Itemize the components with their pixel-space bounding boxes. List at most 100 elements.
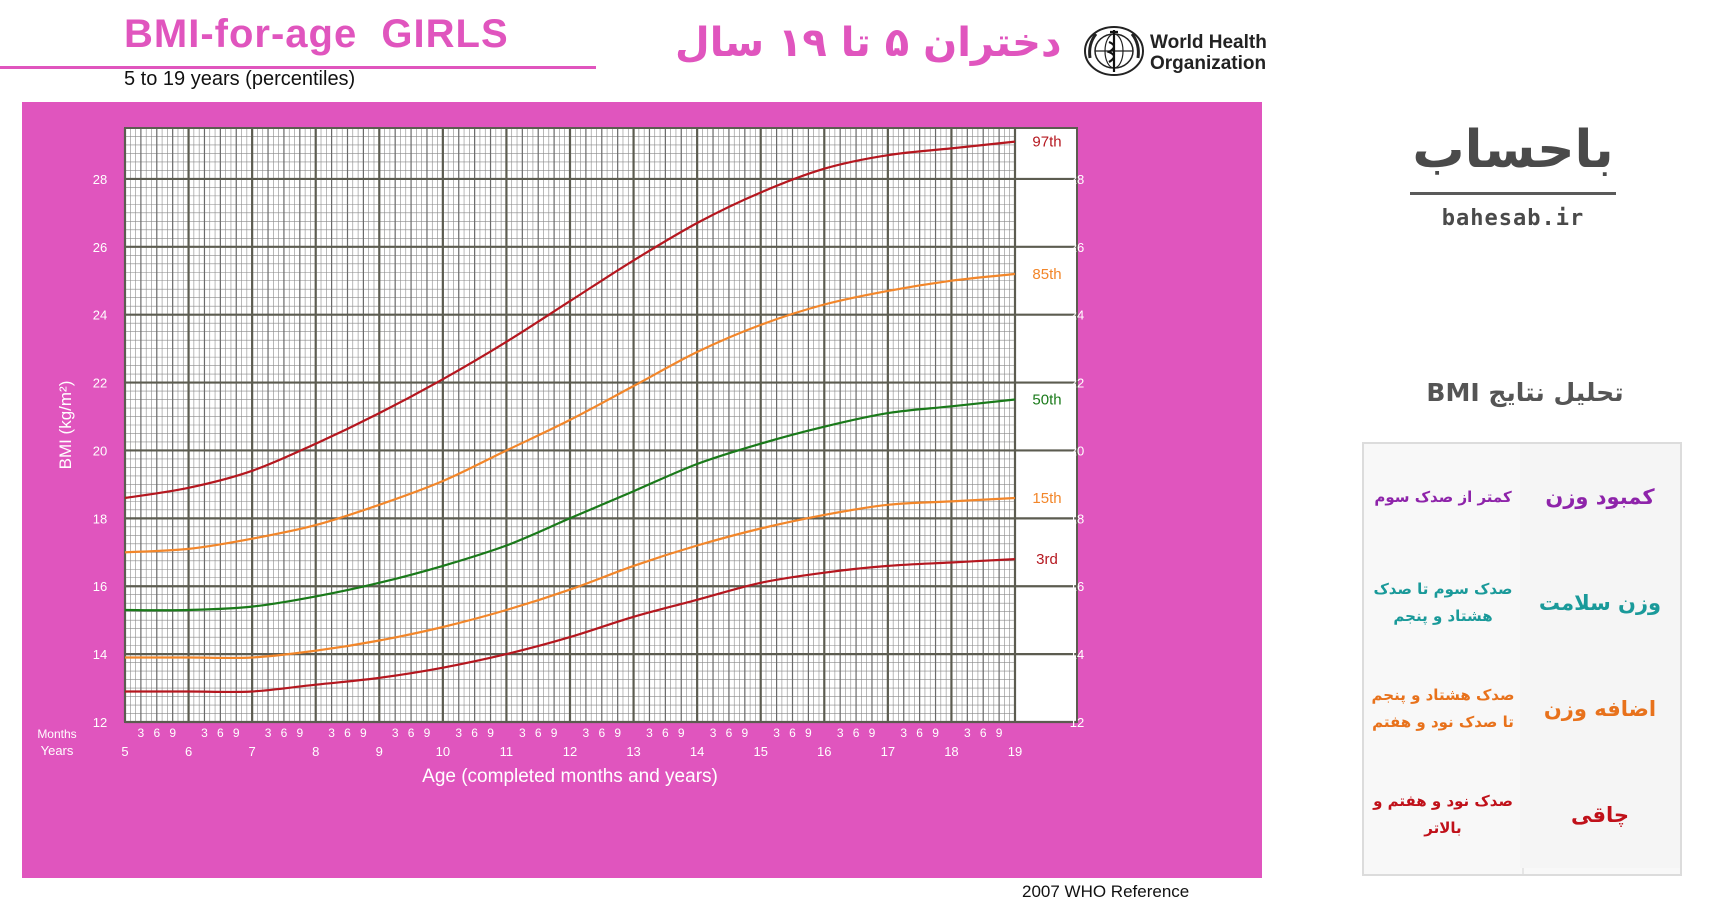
y-tick-label-right: 14 bbox=[1070, 647, 1084, 662]
x-tick-label: 17 bbox=[881, 744, 895, 759]
bmi-results-table: کمبود وزن کمتر از صدک سوم وزن سلامت صدک … bbox=[1362, 442, 1682, 876]
chart-title-persian: دختران ۵ تا ۱۹ سال bbox=[675, 20, 1062, 66]
reference-note: 2007 WHO Reference bbox=[1022, 882, 1190, 901]
month-tick-label: 9 bbox=[296, 726, 303, 740]
y-tick-label-left: 28 bbox=[93, 172, 107, 187]
percentile-label-85th: 85th bbox=[1032, 266, 1061, 283]
month-tick-label: 9 bbox=[169, 726, 176, 740]
who-name: World Health Organization bbox=[1150, 32, 1267, 74]
y-tick-label-left: 20 bbox=[93, 443, 107, 458]
month-tick-label: 3 bbox=[519, 726, 526, 740]
month-tick-label: 3 bbox=[265, 726, 272, 740]
x-tick-label: 9 bbox=[376, 744, 383, 759]
percentile-curve-50th bbox=[124, 398, 1016, 612]
y-tick-label-left: 26 bbox=[93, 240, 107, 255]
month-tick-label: 3 bbox=[710, 726, 717, 740]
x-tick-label: 5 bbox=[121, 744, 128, 759]
month-tick-label: 6 bbox=[916, 726, 923, 740]
result-row-underweight: کمبود وزن کمتر از صدک سوم bbox=[1364, 444, 1680, 550]
y-tick-label-right: 28 bbox=[1070, 172, 1084, 187]
chart-panel: 12 12 14 14 16 16 18 18 20 20 22 22 24 24 26 26 28 28 BMI … bbox=[22, 102, 1262, 878]
month-tick-label: 3 bbox=[201, 726, 208, 740]
chart-title: BMI-for-age GIRLS bbox=[124, 12, 509, 56]
month-tick-label: 3 bbox=[900, 726, 907, 740]
x-tick-label: 15 bbox=[753, 744, 767, 759]
month-tick-label: 6 bbox=[789, 726, 796, 740]
medium-grid bbox=[124, 128, 1016, 722]
month-tick-label: 9 bbox=[741, 726, 748, 740]
month-tick-label: 6 bbox=[662, 726, 669, 740]
x-tick-label: 16 bbox=[817, 744, 831, 759]
x-tick-label: 12 bbox=[563, 744, 577, 759]
y-tick-label-left: 12 bbox=[93, 715, 107, 730]
percentile-curve-15th bbox=[125, 496, 1016, 660]
y-tick-label-right: 16 bbox=[1070, 579, 1084, 594]
month-tick-label: 3 bbox=[964, 726, 971, 740]
x-tick-label: 8 bbox=[312, 744, 319, 759]
y-tick-label-right: 22 bbox=[1070, 376, 1084, 391]
percentile-label-50th: 50th bbox=[1032, 392, 1061, 409]
month-tick-label: 6 bbox=[344, 726, 351, 740]
month-tick-label: 9 bbox=[551, 726, 558, 740]
month-tick-label: 9 bbox=[805, 726, 812, 740]
month-tick-label: 3 bbox=[138, 726, 145, 740]
x-tick-label: 6 bbox=[185, 744, 192, 759]
y-tick-label-right: 18 bbox=[1070, 511, 1084, 526]
range-cell: کمتر از صدک سوم bbox=[1374, 487, 1512, 506]
month-tick-label: 3 bbox=[328, 726, 335, 740]
result-row-overweight: اضافه وزن صدک هشتاد و پنجم تا صدک نود و … bbox=[1364, 656, 1680, 762]
y-tick-label-left: 16 bbox=[93, 579, 107, 594]
month-tick-label: 6 bbox=[471, 726, 478, 740]
title-underline bbox=[0, 66, 596, 69]
plot-frame bbox=[124, 127, 1078, 723]
percentile-curve-97th bbox=[124, 140, 1016, 500]
brand-logo: باحساب bbox=[1412, 120, 1614, 180]
range-cell: صدک نود و هفتم و بالاتر bbox=[1373, 792, 1513, 837]
month-tick-label: 3 bbox=[392, 726, 399, 740]
month-tick-label: 6 bbox=[408, 726, 415, 740]
y-tick-label-left: 14 bbox=[93, 647, 107, 662]
month-tick-label: 6 bbox=[217, 726, 224, 740]
months-row-label: Months bbox=[37, 727, 76, 741]
percentile-label-97th: 97th bbox=[1032, 134, 1061, 151]
years-row-label: Years bbox=[41, 743, 74, 758]
who-emblem-icon bbox=[1084, 26, 1144, 76]
bmi-chart: 12 12 14 14 16 16 18 18 20 20 22 22 24 24 26 26 28 28 BMI … bbox=[37, 127, 1084, 787]
result-row-healthy: وزن سلامت صدک سوم تا صدک هشتاد و پنجم bbox=[1364, 550, 1680, 656]
month-tick-label: 9 bbox=[487, 726, 494, 740]
y-tick-label-right: 24 bbox=[1070, 308, 1084, 323]
who-name-line2: Organization bbox=[1150, 53, 1267, 74]
x-tick-label: 14 bbox=[690, 744, 704, 759]
y-tick-label-right: 12 bbox=[1070, 715, 1084, 730]
brand-underline bbox=[1410, 192, 1616, 195]
month-tick-label: 9 bbox=[678, 726, 685, 740]
month-tick-label: 9 bbox=[360, 726, 367, 740]
range-cell: صدک سوم تا صدک هشتاد و پنجم bbox=[1373, 580, 1513, 625]
percentile-label-3rd: 3rd bbox=[1036, 551, 1058, 568]
month-tick-label: 3 bbox=[837, 726, 844, 740]
y-tick-label-left: 22 bbox=[93, 376, 107, 391]
status-cell: کمبود وزن bbox=[1520, 444, 1680, 550]
month-tick-label: 3 bbox=[455, 726, 462, 740]
month-tick-label: 9 bbox=[932, 726, 939, 740]
x-tick-label: 18 bbox=[944, 744, 958, 759]
x-tick-label: 11 bbox=[500, 744, 514, 759]
right-label-area bbox=[1015, 128, 1077, 722]
month-tick-label: 3 bbox=[646, 726, 653, 740]
month-tick-label: 6 bbox=[853, 726, 860, 740]
y-tick-label-left: 18 bbox=[93, 511, 107, 526]
result-row-obese: چاقی صدک نود و هفتم و بالاتر bbox=[1364, 762, 1680, 868]
month-tick-label: 9 bbox=[996, 726, 1003, 740]
month-tick-label: 3 bbox=[583, 726, 590, 740]
month-tick-label: 6 bbox=[153, 726, 160, 740]
status-cell: اضافه وزن bbox=[1520, 656, 1680, 762]
y-axis-title: BMI (kg/m²) bbox=[56, 381, 75, 470]
month-tick-label: 6 bbox=[726, 726, 733, 740]
x-tick-label: 10 bbox=[436, 744, 450, 759]
month-tick-label: 9 bbox=[614, 726, 621, 740]
month-tick-label: 9 bbox=[869, 726, 876, 740]
month-tick-label: 6 bbox=[281, 726, 288, 740]
percentile-curve-3rd bbox=[125, 558, 1016, 694]
x-tick-label: 7 bbox=[249, 744, 256, 759]
month-tick-label: 9 bbox=[424, 726, 431, 740]
